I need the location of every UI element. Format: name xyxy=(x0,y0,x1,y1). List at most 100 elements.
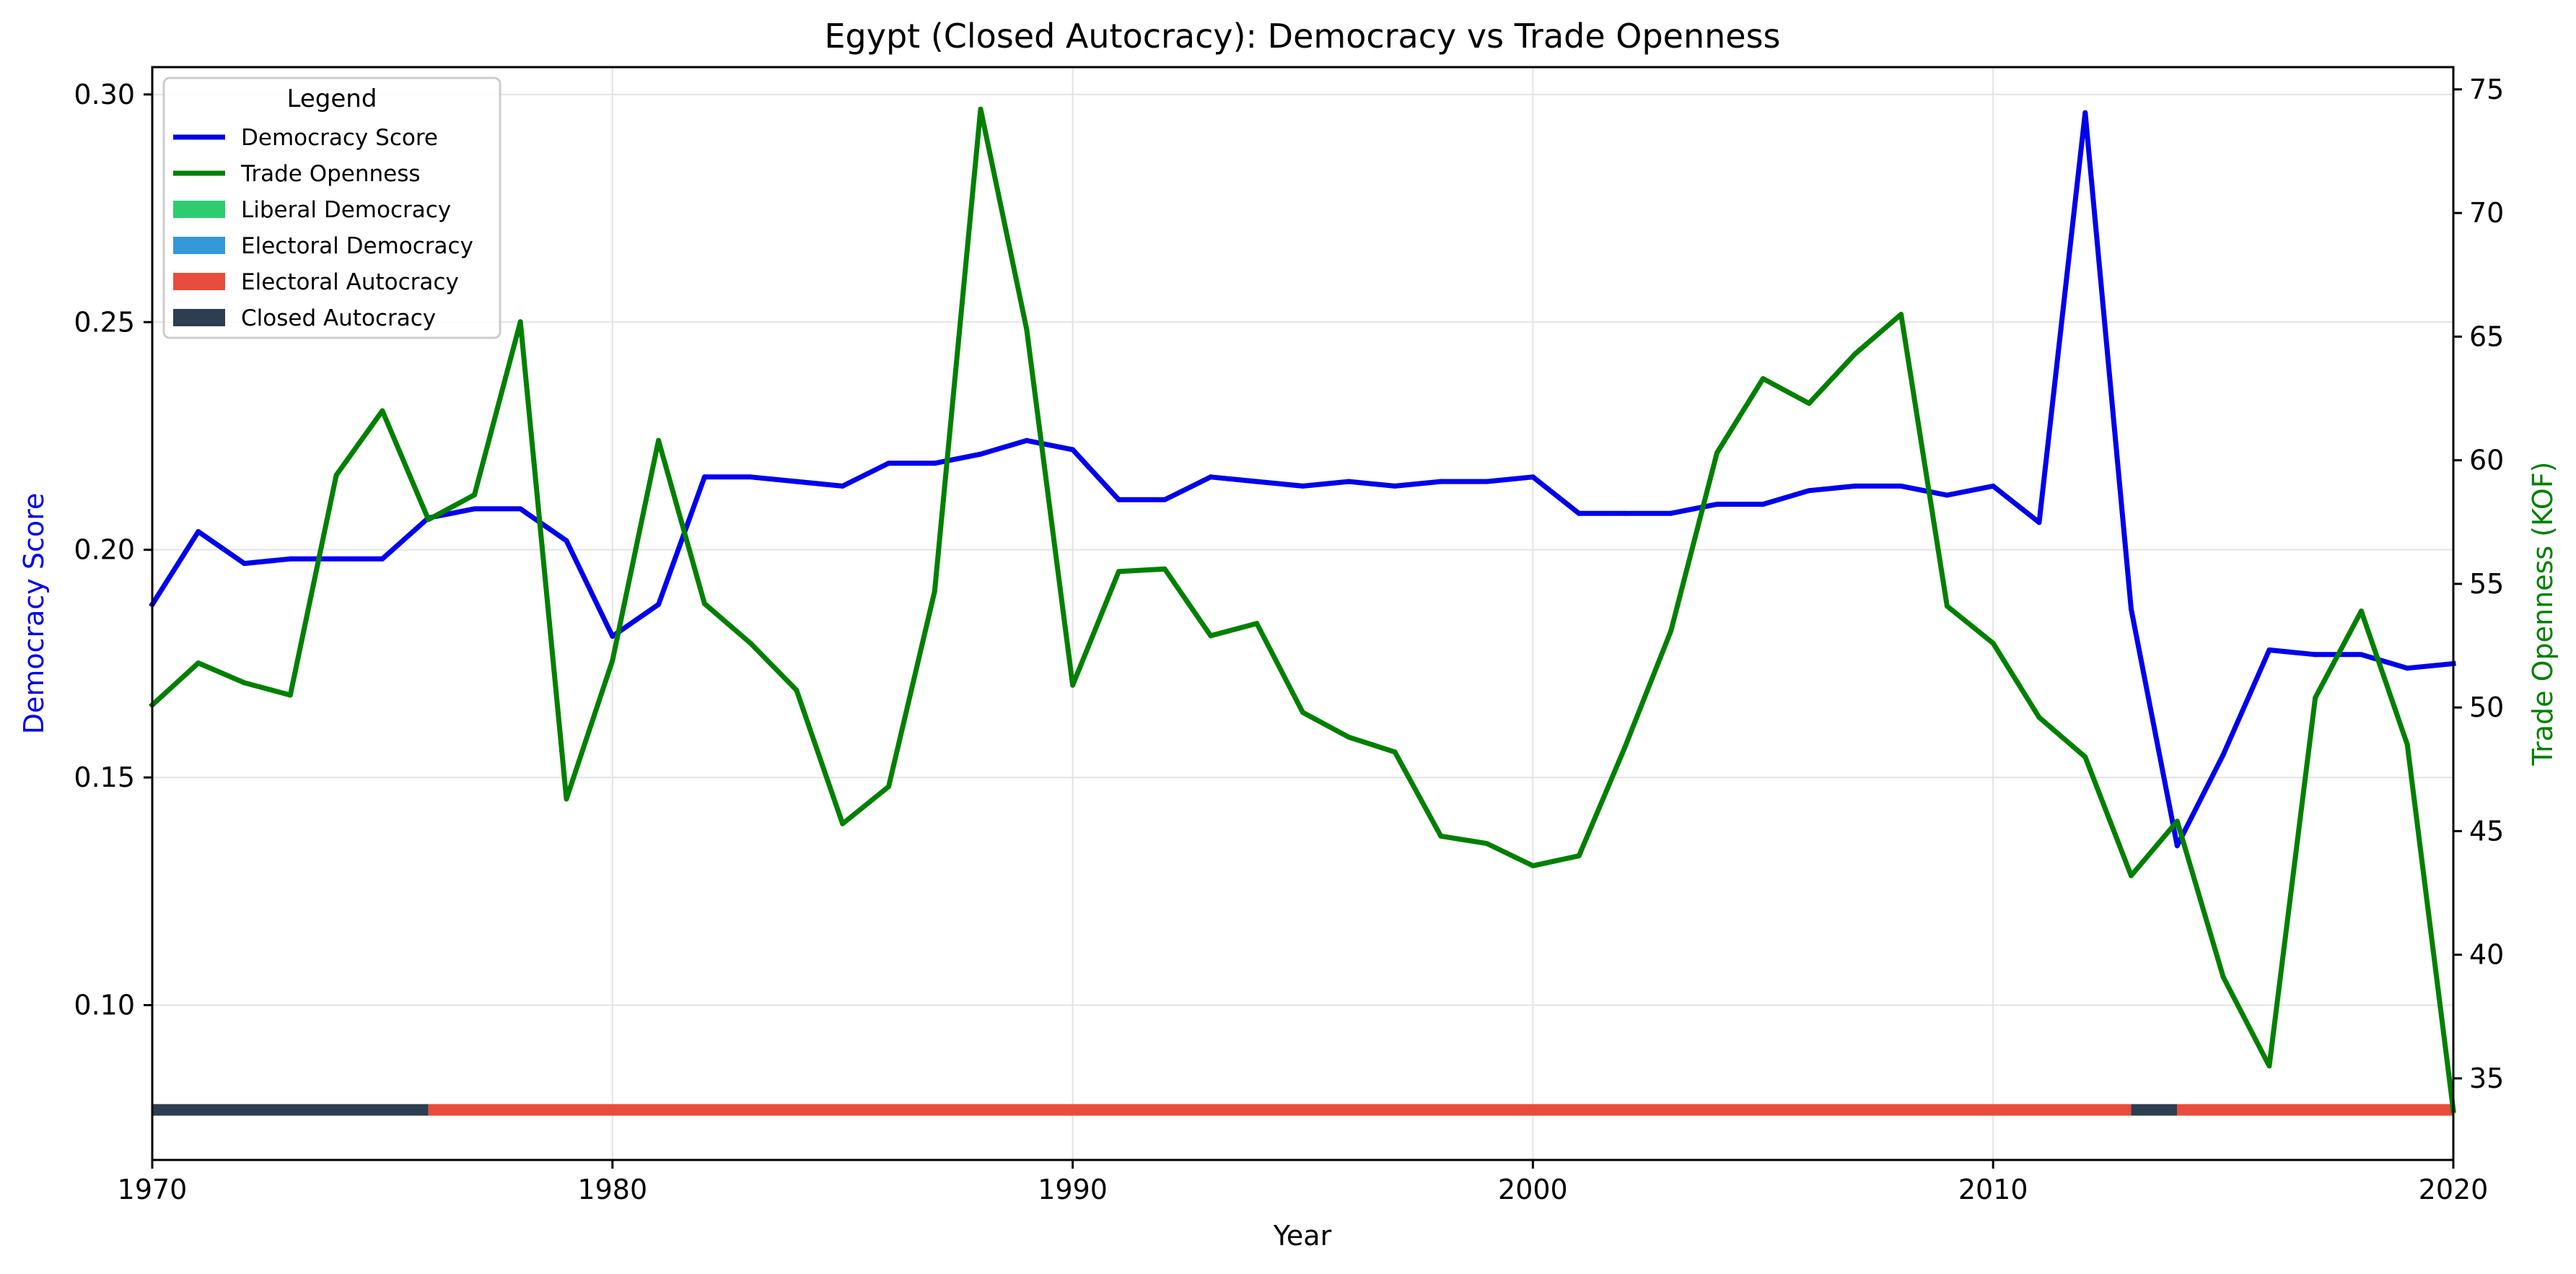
trade-openness-point xyxy=(472,492,477,498)
series-lines xyxy=(149,106,2456,1114)
trade-openness-point xyxy=(1346,734,1351,740)
y-left-tick-label: 0.20 xyxy=(74,534,135,566)
trade-openness-point xyxy=(196,660,201,666)
legend-swatch-liberal-democracy xyxy=(173,201,225,218)
legend-entries: Democracy Score Trade Openness Liberal Dem… xyxy=(173,125,473,331)
trade-openness-point xyxy=(794,687,799,693)
y-right-tick-label: 60 xyxy=(2469,445,2504,476)
democracy-score-point xyxy=(2174,843,2180,849)
trade-openness-point xyxy=(701,601,707,606)
trade-openness-point xyxy=(1254,621,1260,627)
y-left-tick-label: 0.10 xyxy=(74,990,135,1021)
trade-openness-points xyxy=(149,106,2456,1113)
trade-openness-point xyxy=(333,472,339,478)
trade-openness-point xyxy=(1484,841,1490,847)
trade-openness-point xyxy=(886,784,891,790)
democracy-score-point xyxy=(2313,652,2318,658)
trade-openness-point xyxy=(1438,833,1444,839)
democracy-score-point xyxy=(1024,437,1030,443)
trade-openness-point xyxy=(1944,603,1950,609)
democracy-score-point xyxy=(932,461,937,466)
y-axis-left-title: Democracy Score xyxy=(18,493,50,735)
democracy-score-point xyxy=(610,634,615,639)
democracy-score-point xyxy=(1898,483,1904,489)
trade-openness-point xyxy=(2266,1063,2272,1069)
trade-openness-point xyxy=(2404,742,2410,747)
democracy-score-point xyxy=(1990,483,1996,489)
plot-frame xyxy=(151,66,2455,1161)
democracy-score-point xyxy=(2082,110,2088,115)
democracy-score-point xyxy=(1116,497,1121,502)
trade-openness-point xyxy=(2220,974,2226,980)
x-tick-label: 2020 xyxy=(2419,1174,2489,1205)
trade-openness-point xyxy=(1162,566,1167,572)
trade-openness-point xyxy=(1852,351,1858,357)
democracy-score-point xyxy=(2266,647,2272,653)
trade-openness-point xyxy=(610,658,615,663)
trade-openness-point xyxy=(1530,863,1535,868)
x-tick-label: 1990 xyxy=(1038,1174,1108,1205)
democracy-score-point xyxy=(1852,483,1858,489)
legend: Legend Democracy Score Trade Openness Libe… xyxy=(162,77,501,339)
y-right-tick-label: 35 xyxy=(2469,1063,2504,1094)
democracy-score-point xyxy=(1668,510,1674,516)
trade-openness-point xyxy=(1622,744,1628,750)
democracy-score-point xyxy=(1760,502,1766,507)
legend-swatch-electoral-democracy xyxy=(173,237,225,254)
democracy-score-point xyxy=(1576,510,1582,516)
trade-openness-point xyxy=(1208,633,1214,639)
y-right-tick-label: 75 xyxy=(2469,74,2504,105)
x-axis-title: Year xyxy=(1273,1220,1332,1252)
y-right-tick-label: 45 xyxy=(2469,815,2504,847)
trade-openness-point xyxy=(564,796,569,802)
trade-openness-point xyxy=(1898,312,1904,317)
democracy-score-points xyxy=(149,110,2456,849)
democracy-score-point xyxy=(2404,666,2410,671)
grid xyxy=(152,67,2454,1160)
trade-openness-point xyxy=(748,640,753,646)
legend-box xyxy=(162,77,501,339)
x-tick-label: 1970 xyxy=(118,1174,188,1205)
y-right-tick-label: 65 xyxy=(2469,320,2504,352)
trade-openness-point xyxy=(2082,754,2088,760)
democracy-score-point xyxy=(794,479,799,484)
axis-ticks: 1970 1980 1990 2000 2010 2020 0.10 0.15 0.20 0.25… xyxy=(74,74,2504,1205)
trade-openness-point xyxy=(1024,326,1030,332)
trade-openness-point xyxy=(656,437,662,443)
trade-openness-point xyxy=(2358,608,2364,614)
trade-openness-point xyxy=(1392,749,1398,755)
legend-label-liberal-democracy: Liberal Democracy xyxy=(241,197,451,223)
democracy-score-point xyxy=(1300,483,1305,489)
trade-openness-point xyxy=(2174,819,2180,824)
democracy-score-point xyxy=(1438,479,1444,484)
democracy-score-point xyxy=(1622,510,1628,516)
legend-label-closed-autocracy: Closed Autocracy xyxy=(241,305,436,331)
legend-swatch-electoral-autocracy xyxy=(173,273,225,290)
democracy-score-point xyxy=(840,483,846,489)
democracy-score-point xyxy=(748,474,753,480)
democracy-score-point xyxy=(886,461,891,466)
x-tick-label: 2010 xyxy=(1958,1174,2028,1205)
trade-openness-point xyxy=(242,680,247,686)
chart-title: Egypt (Closed Autocracy): Democracy vs T… xyxy=(824,17,1780,56)
democracy-score-point xyxy=(517,506,523,512)
trade-openness-point xyxy=(1806,401,1812,406)
democracy-score-point xyxy=(2129,606,2134,612)
democracy-score-point xyxy=(2036,520,2042,525)
democracy-score-point xyxy=(1162,497,1167,502)
y-left-tick-label: 0.15 xyxy=(74,762,135,793)
democracy-score-point xyxy=(287,556,293,562)
x-tick-label: 1980 xyxy=(577,1174,647,1205)
trade-openness-point xyxy=(517,319,523,325)
legend-label-trade-openness: Trade Openness xyxy=(240,161,421,187)
y-left-tick-label: 0.25 xyxy=(74,306,135,338)
trade-openness-point xyxy=(978,106,983,112)
trade-openness-point xyxy=(2313,695,2318,700)
democracy-score-point xyxy=(564,538,569,544)
democracy-score-point xyxy=(196,529,201,534)
trade-openness-point xyxy=(1990,640,1996,646)
democracy-score-point xyxy=(333,556,339,562)
legend-label-electoral-democracy: Electoral Democracy xyxy=(241,233,473,259)
democracy-score-point xyxy=(1714,502,1719,507)
